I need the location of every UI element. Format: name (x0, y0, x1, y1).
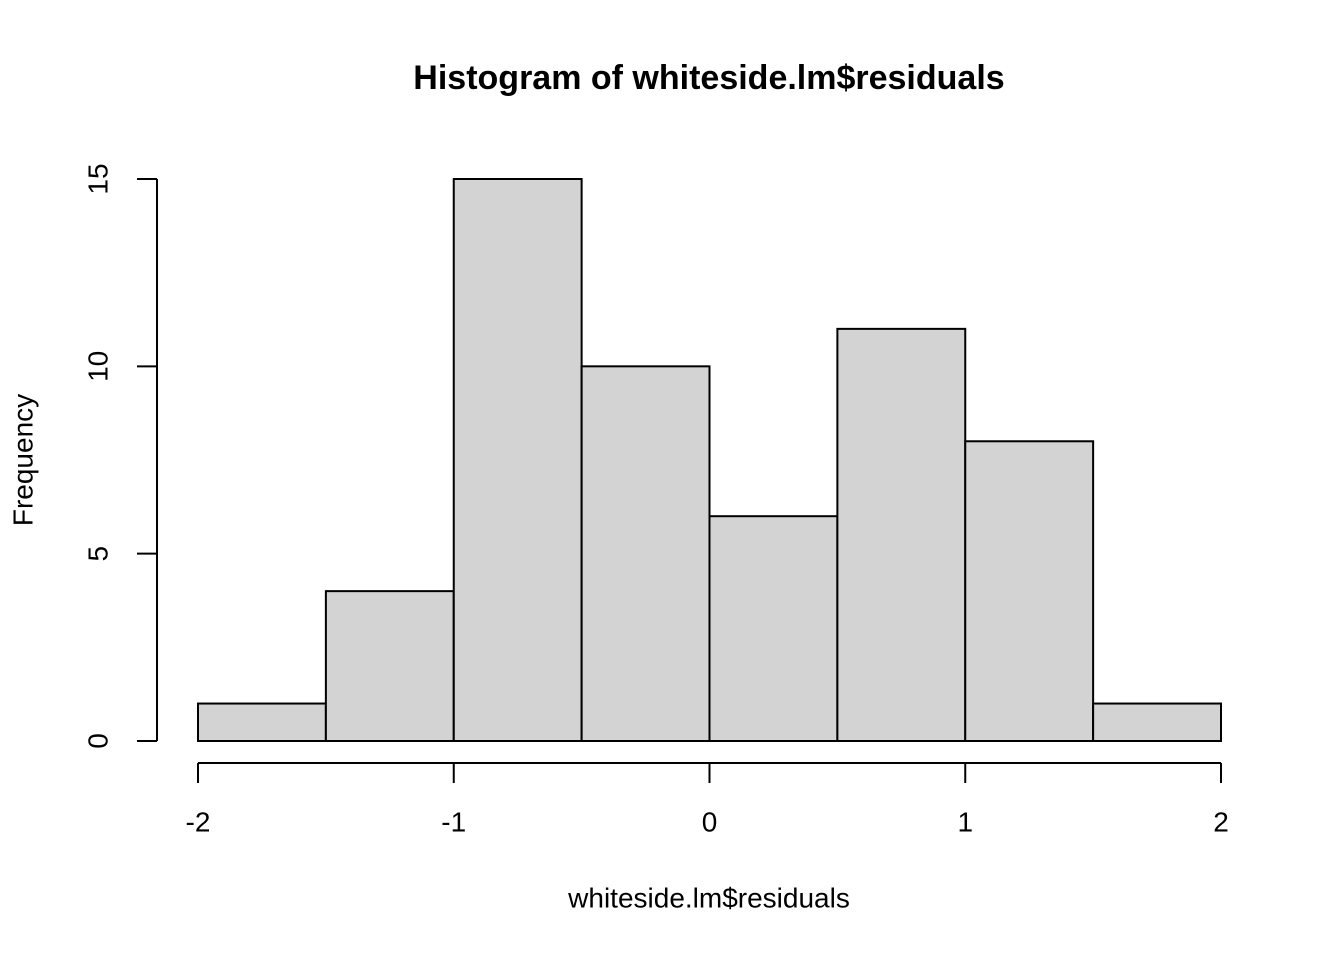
bar (197, 702, 327, 742)
x-tick-label: 1 (957, 806, 973, 837)
bar (1092, 702, 1222, 742)
chart-title: Histogram of whiteside.lm$residuals (413, 59, 1004, 97)
y-tick-label: 0 (82, 733, 113, 749)
y-tick-label: 5 (82, 546, 113, 562)
bar (580, 365, 711, 742)
y-tick-label: 10 (82, 351, 113, 382)
y-axis-label: Frequency (7, 394, 38, 526)
y-tick-label: 15 (82, 163, 113, 194)
x-tick-label: -1 (441, 806, 466, 837)
bar (452, 178, 583, 742)
x-tick-label: 0 (702, 806, 718, 837)
bar (324, 590, 455, 743)
bar (836, 327, 967, 742)
bar (964, 440, 1095, 742)
bar (708, 515, 839, 743)
x-tick-label: -2 (186, 806, 211, 837)
x-tick-label: 2 (1213, 806, 1229, 837)
x-axis-label: whiteside.lm$residuals (567, 882, 850, 913)
